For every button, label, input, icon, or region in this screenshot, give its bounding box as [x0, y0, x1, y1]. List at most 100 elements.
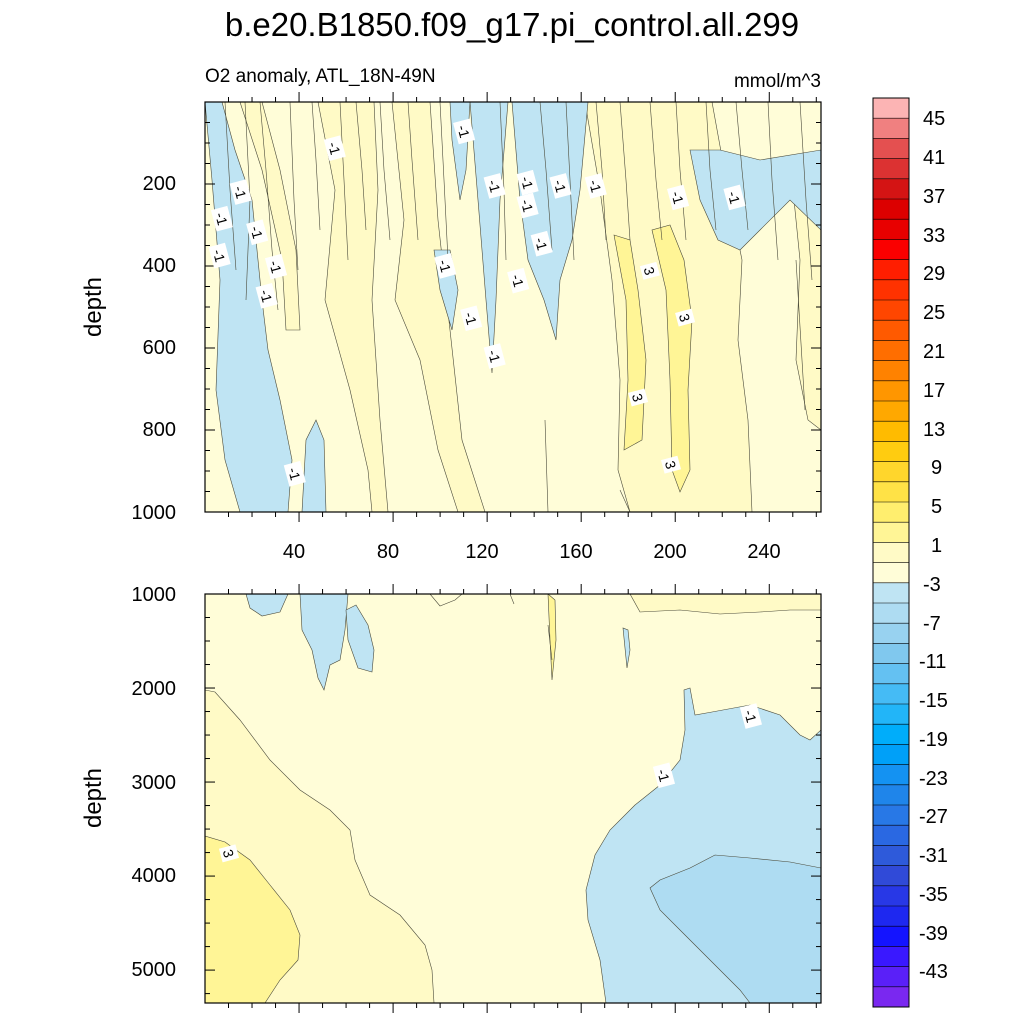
lower-band-negative-upper-c	[245, 594, 289, 617]
colorbar-swatch	[873, 784, 909, 806]
contour-label-box	[264, 253, 288, 280]
contour-label-box	[584, 173, 607, 199]
contour-label-box	[208, 242, 231, 269]
contour-label-box	[434, 253, 457, 279]
contour-label: -1	[246, 219, 269, 246]
contour-label-text: -1	[247, 224, 266, 240]
contour-label: -1	[208, 242, 231, 269]
contour-label-text: -1	[266, 259, 285, 275]
lower-y-ticks: 1000 2000 3000 4000 5000	[132, 584, 177, 981]
upper-y-tick-label: 1000	[132, 502, 177, 524]
lower-band-3-to-5	[205, 835, 301, 1003]
contour-label-text: -1	[518, 175, 537, 191]
contour-label-box	[483, 173, 506, 199]
upper-y-tick-label: 800	[143, 419, 176, 441]
colorbar-tick-label: -35	[919, 884, 948, 906]
lower-contour-labels: 3 -1 -1	[218, 703, 763, 863]
chart-subtitle: O2 anomaly, ATL_18N-49N	[205, 66, 436, 87]
contour-label: -1	[483, 343, 506, 369]
colorbar-swatch	[873, 764, 909, 786]
upper-x-tick-label: 40	[283, 541, 305, 563]
colorbar-tick-label: -7	[923, 613, 941, 635]
contour-label: -1	[323, 135, 346, 162]
contour-label-text: -1	[485, 348, 504, 364]
units-label: mmol/m^3	[734, 71, 821, 92]
contour-label-box	[507, 267, 530, 294]
colorbar-swatch	[873, 724, 909, 745]
upper-x-tick-label: 240	[747, 541, 780, 563]
contour-label-text: -1	[551, 178, 570, 194]
contour-label: -1	[516, 169, 539, 196]
contour-label: 3	[628, 388, 649, 407]
colorbar-swatch	[873, 966, 909, 988]
colorbar-tick-label: 13	[923, 419, 945, 441]
contour-label-text: 3	[676, 312, 694, 324]
colorbar-swatch	[873, 603, 909, 624]
contour-label-text: -1	[518, 198, 537, 214]
contour-label-text: 3	[629, 392, 647, 404]
colorbar-swatch	[873, 178, 909, 200]
contour-label-text: -1	[212, 211, 231, 227]
upper-y-ticks: 200 400 600 800 1000	[132, 173, 177, 524]
contour-label: -1	[434, 253, 457, 279]
upper-y-tick-label: 200	[143, 173, 176, 195]
colorbar-tick-label: -39	[919, 923, 948, 945]
contour-label-text: -1	[532, 236, 551, 252]
lower-y-tick-label: 1000	[132, 584, 177, 606]
colorbar-swatch	[873, 986, 909, 1008]
upper-band-negative-deep	[301, 419, 327, 512]
contour-label-text: 3	[641, 265, 659, 277]
colorbar-swatch	[873, 845, 909, 866]
contour-label-box	[460, 305, 483, 332]
colorbar-swatch	[873, 219, 909, 240]
contour-label-text: 3	[662, 459, 680, 471]
contour-label: -1	[652, 762, 676, 789]
upper-tick-marks	[205, 92, 821, 522]
colorbar-swatch	[873, 582, 909, 604]
contour-label: -1	[453, 118, 476, 145]
contour-label-box	[255, 282, 278, 309]
contour-label-box	[675, 308, 696, 327]
upper-y-tick-label: 600	[143, 337, 176, 359]
colorbar-swatch	[873, 562, 909, 584]
colorbar-tick-label: 1	[931, 535, 942, 557]
colorbar-tick-label: -23	[919, 768, 948, 790]
colorbar-swatch	[873, 825, 909, 846]
colorbar-tick-label: 41	[923, 147, 945, 169]
contour-label: -1	[255, 282, 278, 309]
lower-plot-frame	[204, 593, 822, 1004]
upper-band-positive-west	[317, 102, 389, 512]
contour-label: -1	[516, 192, 539, 219]
contour-label-text: -1	[210, 248, 229, 264]
upper-band-positive-far-east	[789, 158, 821, 431]
colorbar-swatch	[873, 704, 909, 725]
colorbar-swatch	[873, 320, 909, 341]
upper-band-negative-canyon	[469, 102, 509, 374]
colorbar-swatch	[873, 906, 909, 927]
contour-label-text: -1	[668, 189, 687, 205]
colorbar-swatch	[873, 118, 909, 139]
contour-label-text: -1	[454, 123, 473, 139]
upper-x-tick-label: 80	[377, 541, 399, 563]
colorbar-swatch	[873, 441, 909, 462]
colorbar-tick-label: -11	[919, 651, 946, 673]
contour-label-text: -1	[725, 189, 744, 205]
lower-y-tick-label: 2000	[132, 678, 177, 700]
colorbar-tick-label: -3	[923, 574, 941, 596]
colorbar-tick-label: -19	[919, 729, 948, 751]
contour-label-text: -1	[257, 288, 276, 304]
contour-label: 3	[639, 261, 660, 280]
colorbar-swatch	[873, 259, 909, 281]
contour-label: 3	[675, 308, 696, 327]
lower-band-positive-top-east	[629, 594, 821, 615]
colorbar-tick-label: 29	[923, 263, 945, 285]
colorbar-swatch	[873, 279, 909, 301]
contour-label-box	[628, 388, 649, 407]
colorbar-swatch	[873, 461, 909, 483]
upper-y-tick-label: 400	[143, 255, 176, 277]
contour-label: -1	[530, 230, 553, 257]
lower-band-negative-upper-b	[345, 604, 375, 673]
lower-band-negative-sliver	[622, 627, 631, 669]
colorbar-tick-label: 21	[923, 341, 945, 363]
